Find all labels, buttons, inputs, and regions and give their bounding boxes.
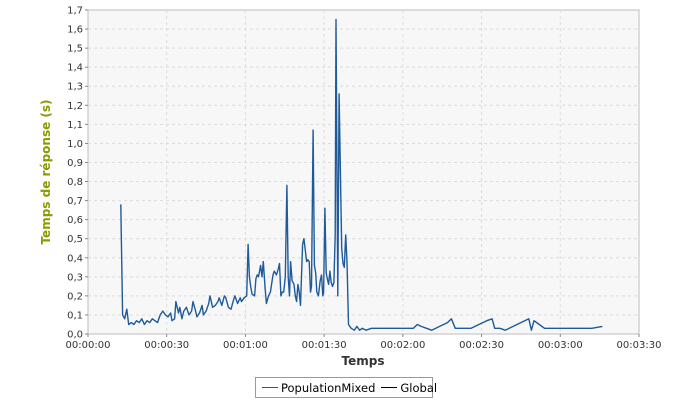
x-tick-label: 00:00:30 xyxy=(144,340,189,351)
legend: PopulationMixed Global xyxy=(255,377,437,398)
x-tick-label: 00:01:00 xyxy=(223,340,268,351)
y-tick-label: 0,9 xyxy=(67,158,83,169)
series-lines xyxy=(120,18,603,331)
x-tick-label: 00:00:00 xyxy=(66,340,111,351)
series-line-populationmixed xyxy=(120,18,603,331)
y-tick-label: 1,6 xyxy=(67,25,83,36)
y-tick-label: 0,3 xyxy=(67,272,83,283)
x-tick-label: 00:02:30 xyxy=(459,340,504,351)
y-tick-label: 1,0 xyxy=(67,139,83,150)
legend-label-global: Global xyxy=(400,380,438,395)
y-tick-label: 1,1 xyxy=(67,120,83,131)
y-axis-title: Temps de réponse (s) xyxy=(39,99,53,244)
legend-item-populationmixed: PopulationMixed xyxy=(262,381,375,395)
legend-swatch-populationmixed xyxy=(262,387,278,388)
y-tick-label: 1,7 xyxy=(67,6,83,17)
x-axis-ticks: 00:00:00 00:00:30 00:01:00 00:01:30 00:02:00… xyxy=(66,334,662,351)
legend-item-global: Global xyxy=(381,381,437,395)
y-tick-label: 0,7 xyxy=(67,196,83,207)
y-tick-label: 1,3 xyxy=(67,82,83,93)
y-tick-label: 0,8 xyxy=(67,177,83,188)
y-axis-ticks: 0,0 0,1 0,2 0,3 0,4 0,5 0,6 0,7 0,8 0,9 1,0 1,1 1,2 1… xyxy=(67,6,88,341)
x-tick-label: 00:01:30 xyxy=(302,340,347,351)
x-tick-label: 00:02:00 xyxy=(380,340,425,351)
x-tick-label: 00:03:30 xyxy=(617,340,662,351)
x-tick-label: 00:03:00 xyxy=(538,340,583,351)
y-tick-label: 0,2 xyxy=(67,291,83,302)
y-tick-label: 1,2 xyxy=(67,101,83,112)
gridlines xyxy=(88,10,639,334)
y-tick-label: 0,6 xyxy=(67,215,83,226)
y-tick-label: 0,4 xyxy=(67,253,83,264)
x-axis-title: Temps xyxy=(342,354,385,368)
y-tick-label: 0,5 xyxy=(67,234,83,245)
y-tick-label: 0,0 xyxy=(67,330,83,341)
y-tick-label: 1,5 xyxy=(67,44,83,55)
legend-swatch-global xyxy=(381,387,398,388)
plot-area xyxy=(87,9,640,335)
y-tick-label: 0,1 xyxy=(67,310,83,321)
legend-label-populationmixed: PopulationMixed xyxy=(281,380,376,395)
y-tick-label: 1,4 xyxy=(67,63,83,74)
